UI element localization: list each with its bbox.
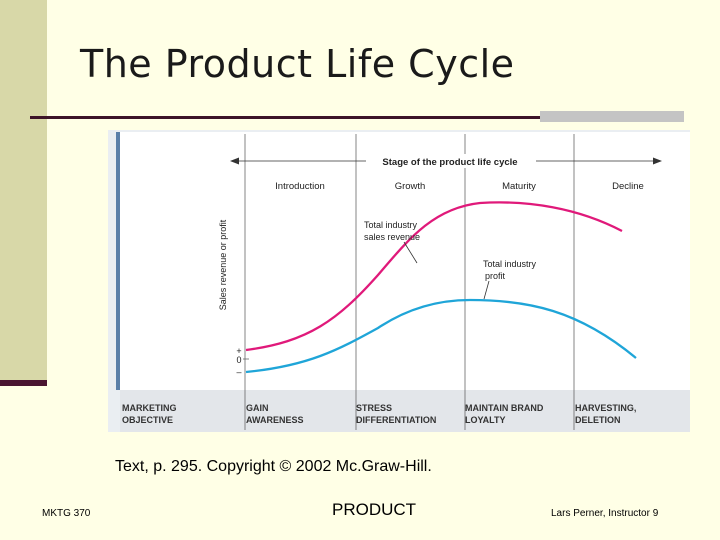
footer-instructor: Lars Perner, Instructor 9 xyxy=(551,508,659,519)
profit-curve-label-line-1: Total industry xyxy=(483,259,537,269)
footer-topic: PRODUCT xyxy=(332,500,417,519)
objective-row-label-line-1: MARKETING xyxy=(122,403,177,413)
plc-diagram: Stage of the product life cycle Introduc… xyxy=(108,130,690,432)
title-divider-accent xyxy=(540,111,684,122)
figure-caption: Text, p. 295. Copyright © 2002 Mc.Graw-H… xyxy=(115,458,432,475)
figure-left-accent xyxy=(116,132,120,390)
y-tick-minus: – xyxy=(236,367,241,377)
stage-label-maturity: Maturity xyxy=(502,181,536,192)
y-axis-label: Sales revenue or profit xyxy=(218,219,228,310)
title-divider xyxy=(30,116,540,119)
stage-header: Stage of the product life cycle xyxy=(382,157,517,168)
sales-curve-label-line-2: sales revenue xyxy=(364,232,420,242)
y-tick-zero: 0 xyxy=(236,355,241,365)
slide-title: The Product Life Cycle xyxy=(80,42,515,86)
stage-arrow-right-head xyxy=(653,157,662,165)
profit-curve-label-line-2: profit xyxy=(485,271,506,281)
objective-decline-line-2: DELETION xyxy=(575,415,621,425)
sales-curve-label-line-1: Total industry xyxy=(364,220,418,230)
profit-curve-leader xyxy=(483,280,490,300)
sales-revenue-curve xyxy=(245,201,623,352)
objective-decline-line-1: HARVESTING, xyxy=(575,403,636,413)
chart-panel xyxy=(120,132,690,390)
stage-label-introduction: Introduction xyxy=(275,181,325,192)
sidebar-bar xyxy=(0,0,47,380)
objective-introduction-line-1: GAIN xyxy=(246,403,269,413)
objective-growth-line-1: STRESS xyxy=(356,403,392,413)
objective-row-label-line-2: OBJECTIVE xyxy=(122,415,173,425)
sales-curve-leader xyxy=(403,241,418,264)
objective-maturity-line-1: MAINTAIN BRAND xyxy=(465,403,544,413)
sidebar-base-bar xyxy=(0,380,47,386)
profit-curve xyxy=(245,298,637,374)
stage-label-growth: Growth xyxy=(395,181,426,192)
stage-label-decline: Decline xyxy=(612,181,644,192)
footer-course-code: MKTG 370 xyxy=(42,508,91,519)
objective-maturity-line-2: LOYALTY xyxy=(465,415,506,425)
objective-row-background xyxy=(120,390,690,432)
stage-arrow-left-head xyxy=(230,157,239,165)
y-tick-plus: + xyxy=(236,346,241,356)
product-life-cycle-figure: Stage of the product life cycle Introduc… xyxy=(108,130,690,432)
stage-header-backdrop xyxy=(366,154,536,168)
objective-introduction-line-2: AWARENESS xyxy=(246,415,304,425)
objective-growth-line-2: DIFFERENTIATION xyxy=(356,415,436,425)
